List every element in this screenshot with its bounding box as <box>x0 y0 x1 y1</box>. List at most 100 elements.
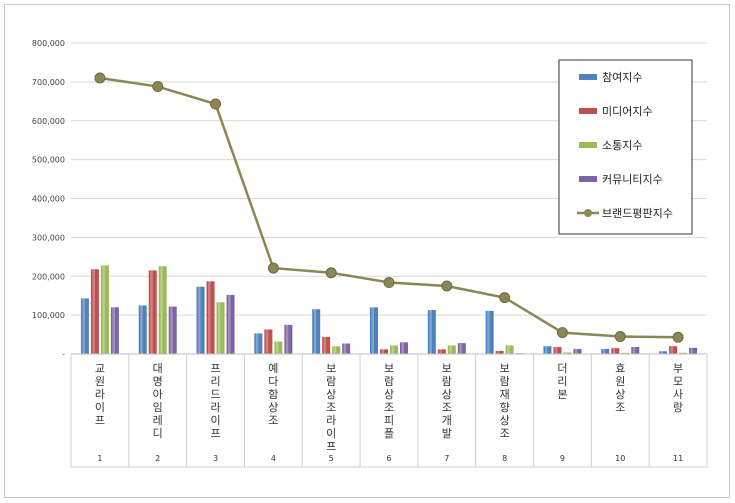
legend-label: 미디어지수 <box>602 105 653 118</box>
bar <box>659 351 668 354</box>
bar-highlight <box>429 310 432 354</box>
line-marker <box>94 72 106 84</box>
bar-highlight <box>150 270 153 354</box>
line-marker <box>441 280 453 292</box>
bar-highlight <box>112 307 115 354</box>
bar-highlight <box>632 347 636 354</box>
bar <box>342 343 351 354</box>
rank-label: 9 <box>560 454 565 463</box>
bar <box>563 352 572 354</box>
bar <box>284 324 293 354</box>
bar <box>206 281 215 354</box>
y-tick-label: 100,000 <box>32 311 65 320</box>
y-tick-label: 300,000 <box>32 233 65 242</box>
bar-highlight <box>554 347 558 354</box>
bar <box>427 310 436 354</box>
rank-label: 4 <box>271 454 276 463</box>
bar-highlight <box>92 269 95 354</box>
legend-label: 브랜드평판지수 <box>602 207 673 220</box>
line-series <box>94 72 684 343</box>
bar-highlight <box>255 333 259 354</box>
bar <box>495 350 504 354</box>
legend-label: 소통지수 <box>602 139 642 152</box>
line-marker <box>672 331 684 343</box>
bar-highlight <box>544 346 548 354</box>
bar <box>689 347 698 354</box>
bar-highlight <box>660 351 664 354</box>
bar <box>322 336 331 354</box>
rank-label: 5 <box>329 454 334 463</box>
rank-label: 1 <box>97 454 102 463</box>
bar <box>601 348 610 354</box>
bar <box>621 352 630 354</box>
bar-highlight <box>680 352 684 354</box>
line-marker <box>325 267 337 279</box>
bar <box>254 333 263 354</box>
y-tick-label: 200,000 <box>32 272 65 281</box>
rank-label: 8 <box>502 454 507 463</box>
bar-series <box>80 265 698 354</box>
bar-highlight <box>265 329 269 354</box>
line-marker <box>152 81 164 93</box>
y-tick-label: 800,000 <box>32 39 65 48</box>
bar <box>390 345 398 354</box>
bar-highlight <box>140 305 143 354</box>
rank-label: 6 <box>386 454 391 463</box>
gridlines <box>71 42 707 355</box>
bar-highlight <box>208 281 211 354</box>
bar <box>543 346 552 354</box>
bar-highlight <box>401 342 404 354</box>
bar <box>80 298 89 354</box>
x-axis: 교 원 라 이 프 1 대 명 아 임 레 디 2 프 리 드 라 이 프 3 예 다 함 상 조 4 보 람 상 조 라 이 프5 보 람 상 조 피 플… <box>70 353 708 468</box>
bar <box>138 305 147 354</box>
rank-label: 11 <box>673 454 683 463</box>
bar <box>158 266 167 354</box>
bar-highlight <box>391 345 394 354</box>
bar-highlight <box>285 324 289 354</box>
bar-highlight <box>198 286 201 354</box>
bar <box>457 343 466 354</box>
bar <box>611 348 620 354</box>
bar <box>485 310 494 354</box>
bar <box>332 346 341 354</box>
y-tick-label: 700,000 <box>32 78 65 87</box>
rank-label: 7 <box>444 454 449 463</box>
line-marker <box>383 276 395 288</box>
bar-highlight <box>275 341 279 354</box>
legend-label: 커뮤니티지수 <box>602 173 663 186</box>
bar <box>679 352 688 354</box>
bar-highlight <box>602 348 606 354</box>
bar-highlight <box>102 265 105 354</box>
rank-label: 10 <box>615 454 625 463</box>
bar-highlight <box>507 345 510 354</box>
bar <box>110 307 119 354</box>
bar-highlight <box>670 346 674 354</box>
bar <box>573 348 582 354</box>
bar <box>148 270 157 354</box>
bar <box>669 346 678 354</box>
legend-swatch-marker <box>584 209 592 217</box>
bar <box>400 342 408 354</box>
legend-swatch <box>579 74 597 80</box>
line-marker <box>267 262 279 274</box>
rank-label: 2 <box>155 454 160 463</box>
bar-highlight <box>487 310 490 354</box>
bar-highlight <box>323 336 327 354</box>
bar-highlight <box>564 352 568 354</box>
y-axis: - 100,000 200,000 300,000 400,000 500,000 600,… <box>32 39 65 359</box>
bar-highlight <box>459 343 462 354</box>
bar-highlight <box>82 298 85 354</box>
y-tick-label: 400,000 <box>32 195 65 204</box>
y-tick-label: 600,000 <box>32 117 65 126</box>
legend-label: 참여지수 <box>602 71 642 84</box>
rank-label: 3 <box>213 454 218 463</box>
bar <box>553 347 562 354</box>
